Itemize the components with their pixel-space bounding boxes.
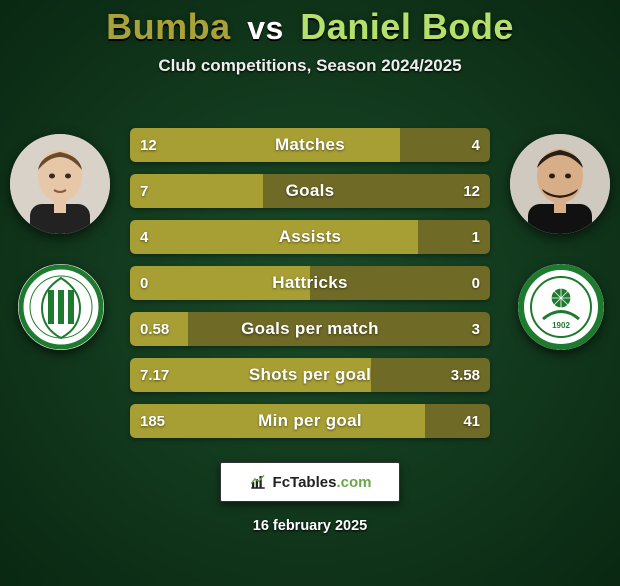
metric-row: Goals per match0.58 3 (130, 312, 490, 346)
metric-label: Goals per match (130, 312, 490, 346)
player1-avatar (10, 134, 110, 234)
subtitle: Club competitions, Season 2024/2025 (0, 56, 620, 76)
metric-value-left: 12 (140, 128, 157, 162)
footer-date: 16 february 2025 (0, 518, 620, 534)
metric-value-right: 12 (463, 174, 480, 208)
player2-club-crest: 1902 (518, 264, 604, 350)
metric-value-right: 4 (472, 128, 480, 162)
metric-value-left: 185 (140, 404, 165, 438)
metric-row: Goals7 12 (130, 174, 490, 208)
metric-value-right: 41 (463, 404, 480, 438)
brand-chart-icon (249, 473, 267, 491)
metric-row: Hattricks0 0 (130, 266, 490, 300)
metric-row: Assists4 1 (130, 220, 490, 254)
metric-value-left: 4 (140, 220, 148, 254)
player1-name: Bumba (106, 6, 231, 47)
metric-value-right: 0 (472, 266, 480, 300)
page-title: Bumba vs Daniel Bode (0, 6, 620, 48)
metric-label: Hattricks (130, 266, 490, 300)
metric-label: Assists (130, 220, 490, 254)
comparison-stage: 1902 Matches124Goals712Assists41Hattrick… (0, 116, 620, 446)
vs-text: vs (247, 10, 284, 46)
metric-row: Shots per goal7.17 3.58 (130, 358, 490, 392)
brand-card: FcTables.com (220, 462, 400, 502)
metric-label: Shots per goal (130, 358, 490, 392)
metric-label: Goals (130, 174, 490, 208)
metric-rows: Matches124Goals712Assists41Hattricks00Go… (130, 128, 490, 450)
metric-value-left: 0 (140, 266, 148, 300)
brand-name-post: .com (336, 474, 371, 491)
metric-value-right: 3.58 (451, 358, 480, 392)
player2-name: Daniel Bode (300, 6, 514, 47)
metric-value-left: 0.58 (140, 312, 169, 346)
metric-label: Min per goal (130, 404, 490, 438)
metric-label: Matches (130, 128, 490, 162)
svg-text:1902: 1902 (552, 321, 570, 330)
metric-value-right: 1 (472, 220, 480, 254)
brand-name-pre: FcTables (273, 474, 337, 491)
player2-avatar (510, 134, 610, 234)
metric-value-left: 7 (140, 174, 148, 208)
metric-row: Min per goal185 41 (130, 404, 490, 438)
metric-row: Matches12 4 (130, 128, 490, 162)
metric-value-right: 3 (472, 312, 480, 346)
metric-value-left: 7.17 (140, 358, 169, 392)
player1-club-crest (18, 264, 104, 350)
